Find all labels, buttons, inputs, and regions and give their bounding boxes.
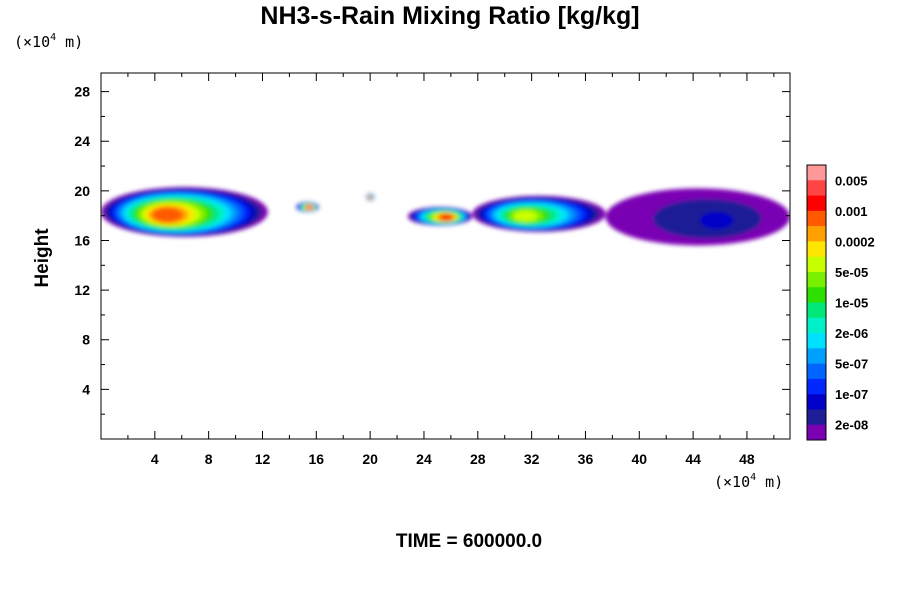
y-tick-label: 28 (74, 84, 90, 100)
x-tick-label: 16 (309, 451, 325, 467)
field-contour (440, 214, 453, 221)
chart-title: NH3-s-Rain Mixing Ratio [kg/kg] (260, 2, 640, 30)
x-tick-label: 12 (255, 451, 271, 467)
field-contour (700, 211, 734, 230)
y-tick-label: 24 (74, 133, 90, 149)
colorbar-swatch (807, 394, 826, 410)
colorbar-swatch (807, 241, 826, 257)
y-tick-label: 12 (74, 282, 90, 298)
x-tick-label: 20 (362, 451, 378, 467)
field-contour (513, 210, 538, 222)
field-region (101, 187, 268, 237)
colorbar-swatch (807, 363, 826, 380)
mixing-ratio-field (101, 187, 790, 246)
x-tick-label: 40 (631, 451, 647, 467)
field-region (407, 206, 473, 226)
colorbar-swatch (807, 165, 826, 181)
y-axis-unit: (×104 m) (14, 32, 84, 51)
x-tick-label: 4 (151, 451, 159, 467)
plot-frame (100, 72, 791, 440)
y-tick-label: 8 (82, 332, 90, 348)
colorbar-swatch (807, 409, 826, 426)
field-region (366, 193, 375, 201)
colorbar-label: 0.001 (835, 204, 868, 219)
field-region (605, 188, 790, 246)
colorbar-swatch (807, 287, 826, 303)
x-tick-label: 8 (205, 451, 213, 467)
x-tick-label: 24 (416, 451, 432, 467)
colorbar-label: 1e-05 (835, 296, 868, 311)
colorbar-swatch (807, 256, 826, 273)
colorbar-frame (806, 164, 827, 441)
colorbar-swatch (807, 333, 826, 349)
y-tick-label: 20 (74, 183, 90, 199)
x-axis-unit: (×104 m) (714, 472, 784, 491)
colorbar-label: 2e-06 (835, 326, 868, 341)
colorbar: 0.005 0.001 0.0002 5e-05 1e-05 2e-06 5e-07 1e-0… (806, 164, 875, 441)
colorbar-label: 2e-08 (835, 418, 868, 433)
x-tick-label: 48 (739, 451, 755, 467)
field-region (472, 195, 606, 232)
colorbar-swatch (807, 210, 826, 227)
x-tick-label: 44 (685, 451, 701, 467)
colorbar-label: 5e-07 (835, 357, 868, 372)
colorbar-label: 5e-05 (835, 265, 868, 280)
time-label: TIME = 600000.0 (395, 531, 543, 552)
colorbar-swatch (807, 271, 826, 288)
field-contour (307, 206, 312, 210)
y-tick-label: 16 (74, 232, 90, 248)
field-region (296, 202, 320, 212)
colorbar-swatch (807, 378, 826, 395)
colorbar-label: 0.0002 (835, 234, 875, 249)
colorbar-swatch (807, 195, 826, 212)
x-tick-label: 32 (524, 451, 540, 467)
colorbar-swatch (807, 180, 826, 196)
field-contour (367, 196, 371, 199)
x-tick-label: 28 (470, 451, 486, 467)
field-contour (152, 207, 183, 223)
colorbar-swatch (807, 317, 826, 334)
colorbar-swatch (807, 302, 826, 319)
colorbar-label: 1e-07 (835, 387, 868, 402)
colorbar-swatch (807, 348, 826, 364)
colorbar-label: 0.005 (835, 173, 868, 188)
x-tick-label: 36 (578, 451, 594, 467)
y-tick-label: 4 (82, 381, 90, 397)
colorbar-swatch (807, 226, 826, 242)
colorbar-swatch (807, 424, 826, 441)
